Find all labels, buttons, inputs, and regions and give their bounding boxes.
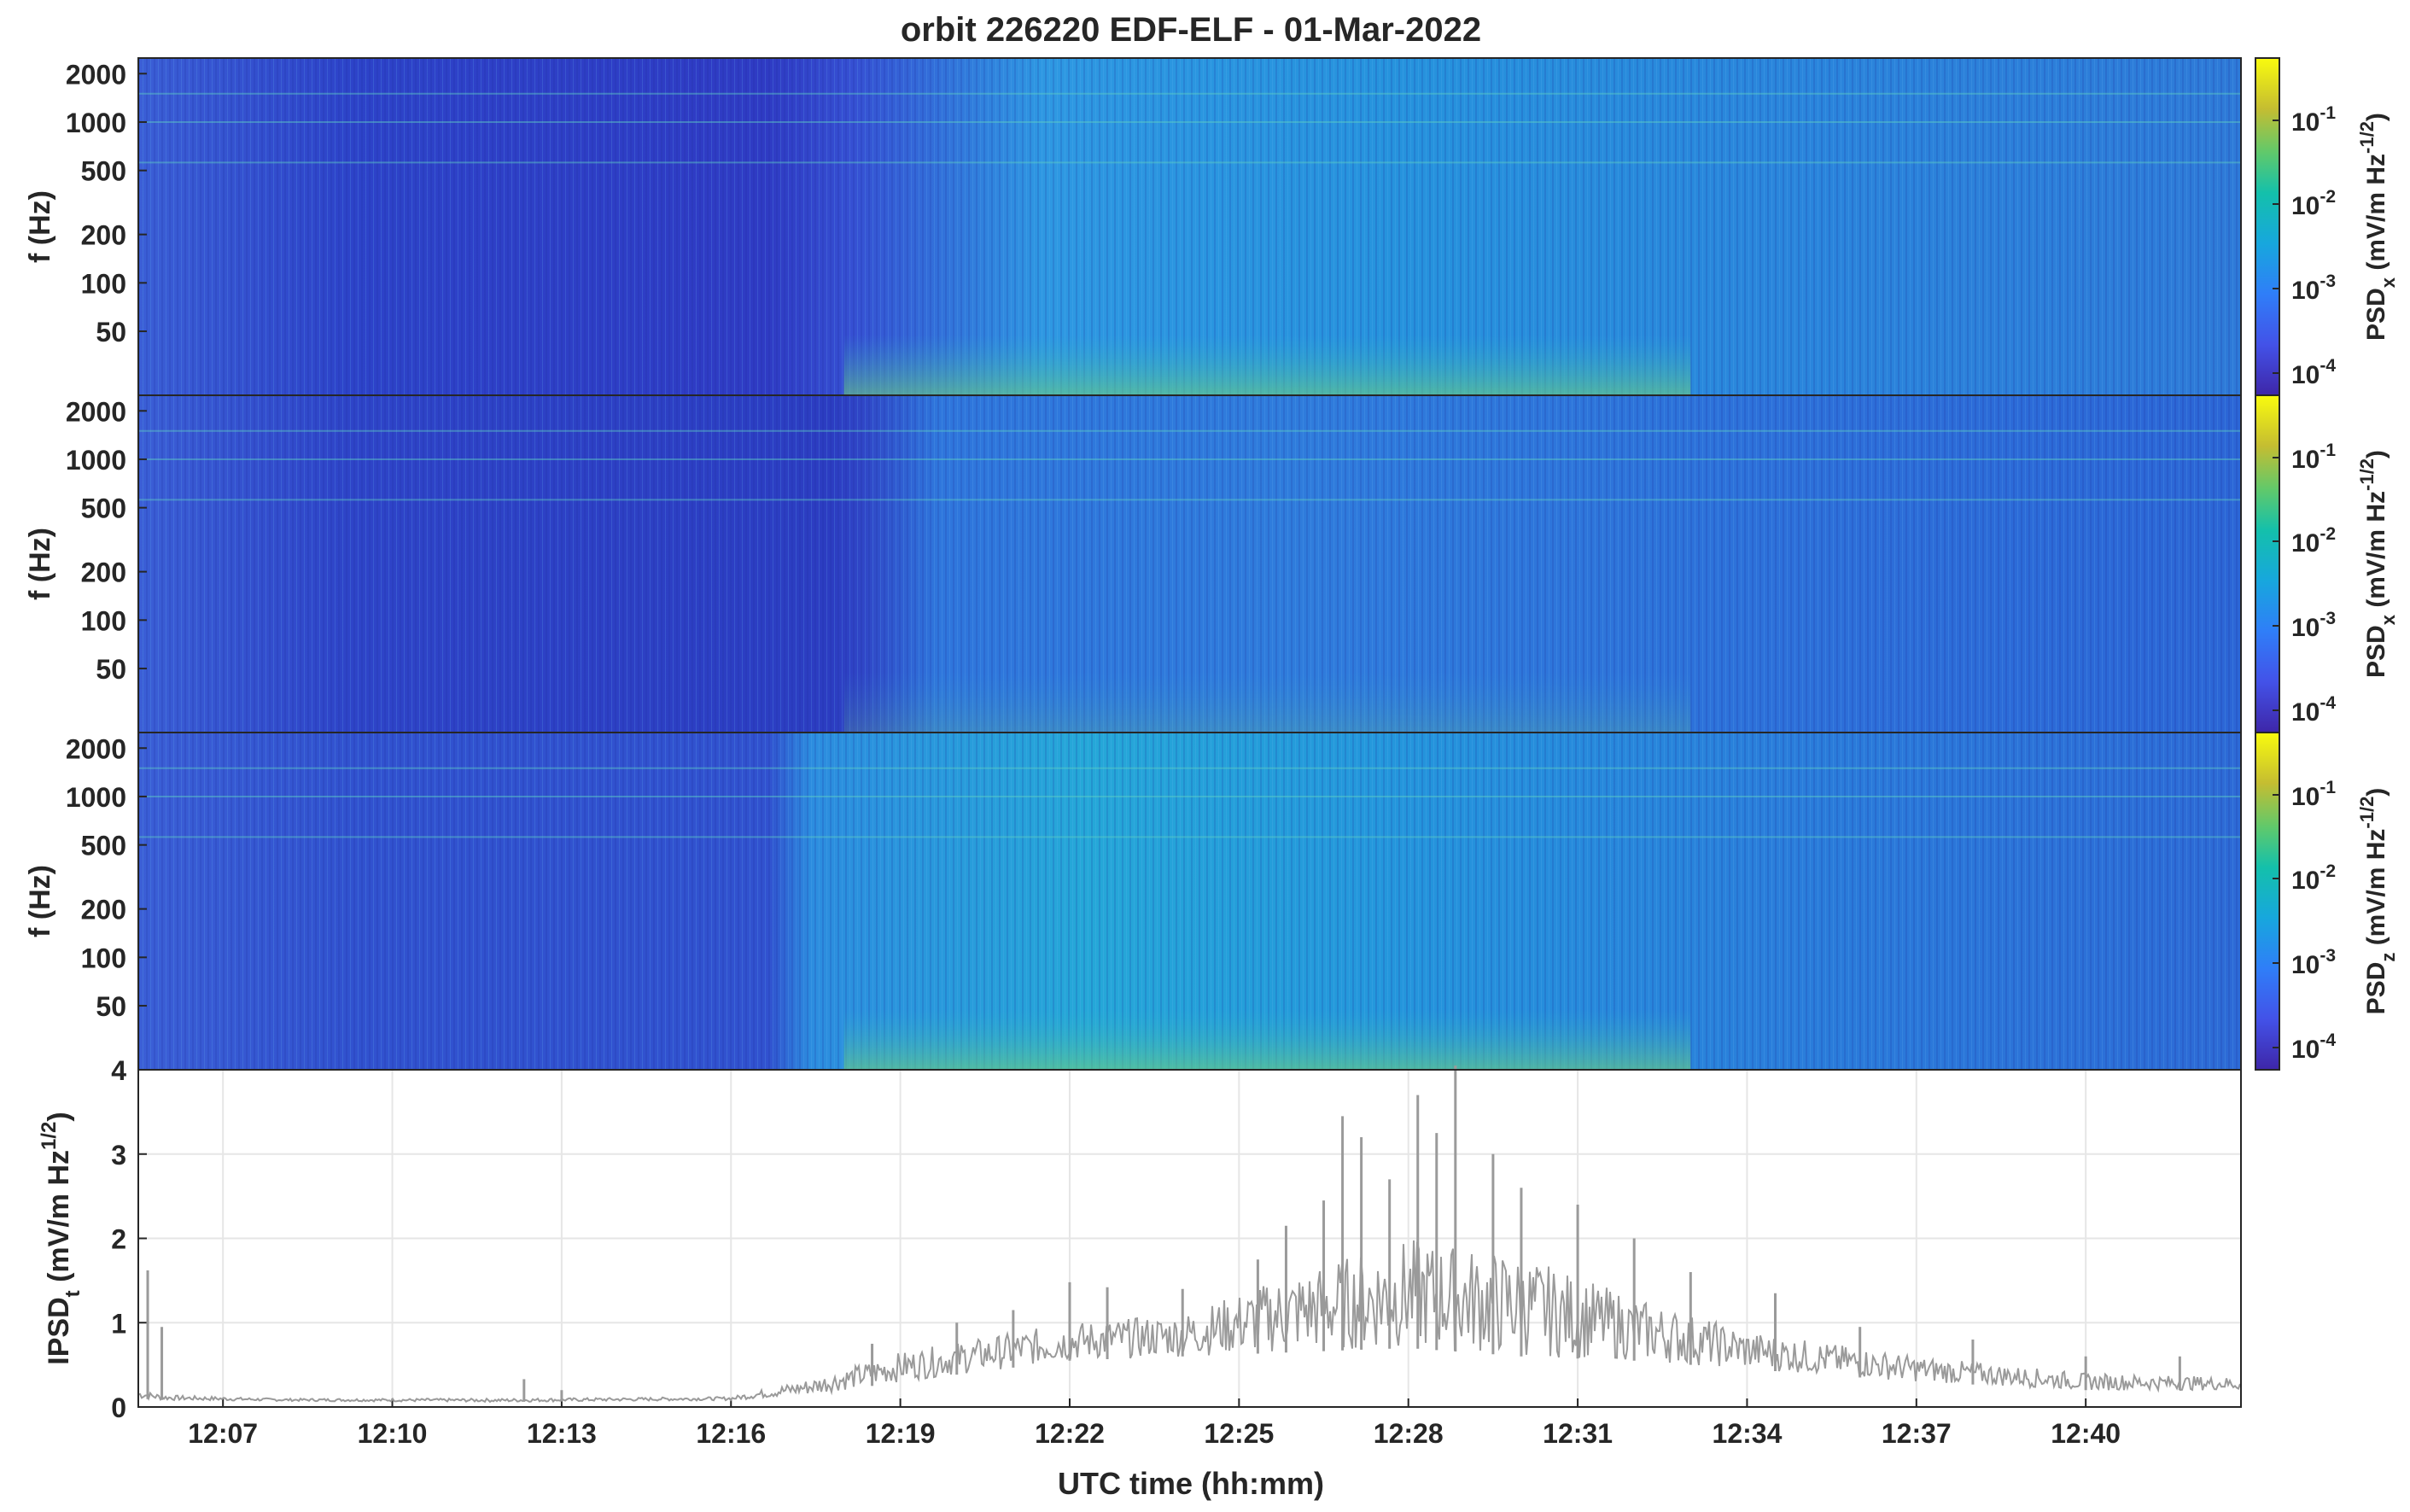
colorbar-tick-label: 10-4 bbox=[2291, 693, 2336, 727]
x-tick-label: 12:37 bbox=[1882, 1418, 1952, 1449]
colorbar-label: PSDx (mV/m Hz-1/2) bbox=[2356, 113, 2399, 341]
x-tick-label: 12:19 bbox=[866, 1418, 936, 1449]
y-axis-label: f (Hz) bbox=[24, 528, 56, 600]
y-tick-label: 50 bbox=[96, 317, 126, 347]
low-frequency-emission bbox=[843, 671, 1691, 733]
y-axis-label: f (Hz) bbox=[24, 190, 56, 263]
x-tick-label: 12:25 bbox=[1204, 1418, 1274, 1449]
y-tick-label: 0 bbox=[111, 1392, 126, 1423]
spectrogram-panels: 50 100 200 500 1000 2000 f (Hz) 10-4 10-3 10-2 10-… bbox=[24, 57, 2399, 1071]
y-tick-label: 500 bbox=[81, 831, 126, 861]
y-tick-label: 50 bbox=[96, 991, 126, 1022]
y-tick-label: 2000 bbox=[66, 733, 126, 764]
y-tick-label: 2 bbox=[111, 1224, 126, 1255]
y-tick-label: 100 bbox=[81, 605, 126, 636]
colorbar-label: PSDx (mV/m Hz-1/2) bbox=[2356, 450, 2399, 678]
x-tick-label: 12:13 bbox=[527, 1418, 597, 1449]
colorbar-tick-label: 10-2 bbox=[2291, 187, 2336, 220]
y-tick-label: 2000 bbox=[66, 396, 126, 427]
colorbar-tick-label: 10-1 bbox=[2291, 103, 2336, 137]
y-tick-label: 1000 bbox=[66, 108, 126, 138]
x-axis-label: UTC time (hh:mm) bbox=[1058, 1466, 1324, 1501]
x-tick-label: 12:31 bbox=[1543, 1418, 1613, 1449]
y-axis-label: f (Hz) bbox=[24, 865, 56, 937]
colorbar bbox=[2255, 57, 2280, 396]
x-tick-label: 12:07 bbox=[188, 1418, 258, 1449]
y-tick-label: 200 bbox=[81, 895, 126, 925]
colorbar-tick-label: 10-2 bbox=[2291, 861, 2336, 895]
colorbar-tick-label: 10-1 bbox=[2291, 778, 2336, 811]
colorbar-label: PSDz (mV/m Hz-1/2) bbox=[2356, 788, 2399, 1015]
colorbar-tick-label: 10-4 bbox=[2291, 356, 2336, 389]
spectrogram-panel-1: 50 100 200 500 1000 2000 f (Hz) 10-4 10-3 10-2 10-… bbox=[24, 57, 2399, 396]
spectrogram-panel-2: 50 100 200 500 1000 2000 f (Hz) 10-4 10-3 10-2 10-… bbox=[24, 394, 2399, 733]
x-tick-label: 12:34 bbox=[1713, 1418, 1783, 1449]
y-tick-label: 1 bbox=[111, 1308, 126, 1339]
y-tick-label: 1000 bbox=[66, 445, 126, 476]
y-tick-label: 200 bbox=[81, 558, 126, 588]
colorbar-tick-label: 10-3 bbox=[2291, 946, 2336, 979]
ipsd-series-line bbox=[137, 1240, 2241, 1404]
colorbar-tick-label: 10-3 bbox=[2291, 609, 2336, 642]
colorbar-tick-label: 10-1 bbox=[2291, 441, 2336, 474]
x-tick-label: 12:40 bbox=[2051, 1418, 2121, 1449]
colorbar bbox=[2255, 394, 2280, 733]
y-tick-label: 100 bbox=[81, 268, 126, 299]
low-frequency-emission bbox=[843, 1008, 1691, 1070]
colorbar-tick-label: 10-2 bbox=[2291, 524, 2336, 558]
plot-frame bbox=[137, 1069, 2242, 1408]
spectrogram-panel-3: 50 100 200 500 1000 2000 f (Hz) 10-4 10-3 10-2 10-… bbox=[24, 732, 2399, 1071]
y-tick-label: 2000 bbox=[66, 59, 126, 90]
colorbar-tick-label: 10-4 bbox=[2291, 1030, 2336, 1064]
x-tick-label: 12:16 bbox=[696, 1418, 766, 1449]
y-tick-label: 4 bbox=[111, 1055, 126, 1086]
y-tick-label: 3 bbox=[111, 1140, 126, 1170]
x-tick-label: 12:28 bbox=[1374, 1418, 1444, 1449]
low-frequency-emission bbox=[843, 334, 1691, 395]
y-tick-label: 200 bbox=[81, 220, 126, 251]
figure-title: orbit 226220 EDF-ELF - 01-Mar-2022 bbox=[901, 11, 1481, 49]
y-tick-label: 50 bbox=[96, 654, 126, 685]
y-axis-label: IPSDt (mV/m Hz1/2) bbox=[38, 1112, 85, 1364]
x-tick-label: 12:22 bbox=[1035, 1418, 1105, 1449]
y-tick-label: 1000 bbox=[66, 782, 126, 813]
y-tick-label: 100 bbox=[81, 943, 126, 973]
y-tick-label: 500 bbox=[81, 493, 126, 524]
ipsd-line-panel: 0 1 2 3 4 12:07 12:10 12:13 12:16 12:19 12:22 12:25… bbox=[38, 1055, 2242, 1449]
y-tick-label: 500 bbox=[81, 156, 126, 187]
x-tick-label: 12:10 bbox=[358, 1418, 428, 1449]
colorbar-tick-label: 10-3 bbox=[2291, 271, 2336, 305]
colorbar bbox=[2255, 732, 2280, 1071]
